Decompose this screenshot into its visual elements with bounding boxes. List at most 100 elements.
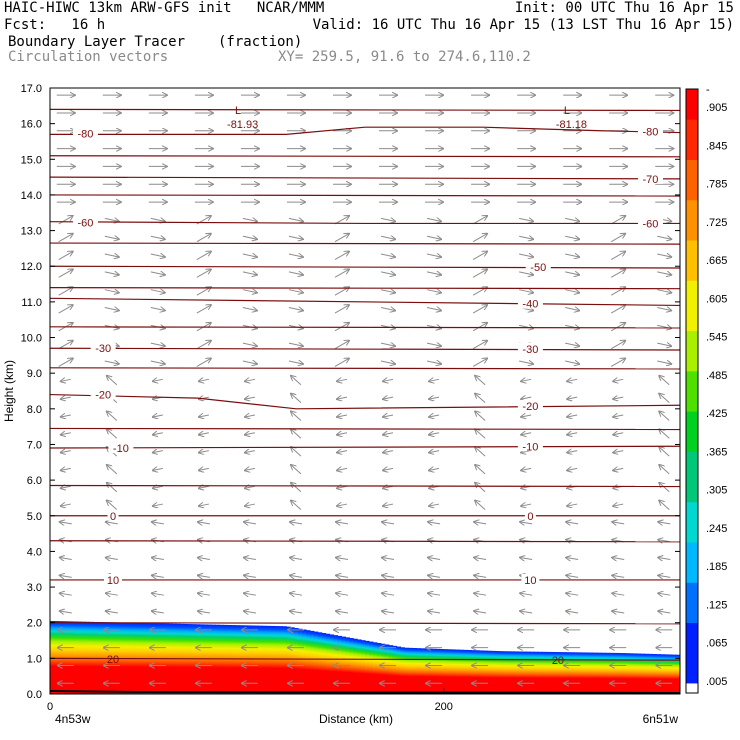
tracer-fill-column <box>365 640 370 694</box>
circulation-vector <box>567 451 578 453</box>
colorbar-cell <box>686 391 698 402</box>
tracer-fill-column <box>349 638 354 694</box>
circulation-vector <box>291 501 302 510</box>
temperature-contour <box>50 347 680 351</box>
circulation-vector <box>567 415 578 417</box>
circulation-vector <box>520 522 533 524</box>
contour-label: -50 <box>530 262 546 274</box>
circulation-vector <box>290 522 303 524</box>
colorbar-cell <box>686 350 698 362</box>
contour-label-bg <box>107 509 119 521</box>
circulation-vector <box>58 287 73 296</box>
tracer-fill-column <box>235 625 240 694</box>
colorbar-cell <box>686 521 698 533</box>
colorbar-cell <box>686 592 698 603</box>
colorbar-cell <box>686 159 698 171</box>
circulation-vector <box>245 486 256 488</box>
tracer-fill-column <box>408 647 413 694</box>
colorbar-cell <box>686 562 698 573</box>
circulation-vector <box>106 611 118 613</box>
circulation-vector <box>659 376 670 386</box>
circulation-vector <box>198 558 210 560</box>
circulation-vector <box>383 451 394 453</box>
circulation-vector <box>199 451 209 453</box>
circulation-vector <box>61 397 71 399</box>
tracer-fill-column <box>522 651 528 694</box>
circulation-vector <box>336 575 349 577</box>
tracer-fill-column <box>451 649 457 694</box>
colorbar-label: .425 <box>706 408 727 420</box>
circulation-vector <box>290 558 303 560</box>
y-tick-label: 4.0 <box>27 546 42 558</box>
tracer-fill-column <box>443 649 449 694</box>
circulation-vector <box>565 290 579 293</box>
tracer-fill-column <box>337 635 342 694</box>
circulation-vector <box>658 575 671 577</box>
circulation-vector <box>106 522 118 524</box>
circulation-vector <box>196 287 211 296</box>
circulation-vector <box>658 611 671 613</box>
circulation-vector <box>242 272 257 275</box>
tracer-fill-column <box>605 652 610 694</box>
tracer-fill-column <box>321 633 327 694</box>
header-forecast-hour: Fcst: 16 h <box>4 17 106 33</box>
circulation-vector <box>380 290 395 293</box>
tracer-fill-column <box>479 650 484 694</box>
circulation-vector <box>612 611 625 613</box>
circulation-vector <box>153 379 163 381</box>
circulation-vector <box>244 611 256 613</box>
circulation-vector <box>429 397 440 399</box>
circulation-vector <box>245 504 256 506</box>
tracer-fill-column <box>290 627 295 694</box>
circulation-vector <box>429 468 440 470</box>
tracer-fill-column <box>73 621 79 694</box>
circulation-vector <box>567 397 578 399</box>
colorbar-cell <box>686 431 698 442</box>
circulation-vector <box>521 468 532 470</box>
contour-label-bg <box>637 217 663 229</box>
tracer-fill-column <box>357 639 362 694</box>
tracer-fill-column <box>577 652 583 694</box>
colorbar-cell <box>686 280 698 291</box>
colorbar-cell <box>686 270 698 281</box>
circulation-vector <box>657 290 671 293</box>
circulation-vector <box>150 343 165 346</box>
tracer-fill-column <box>262 625 268 694</box>
circulation-vector <box>242 290 257 293</box>
circulation-vector <box>429 504 440 506</box>
tracer-fill-column <box>317 632 323 694</box>
y-tick-label: 17.0 <box>21 83 42 95</box>
circulation-vector <box>152 558 164 560</box>
colorbar-cell <box>686 572 698 583</box>
contour-label: -30 <box>522 344 538 356</box>
circulation-vector <box>658 558 671 560</box>
circulation-vector <box>58 269 73 278</box>
circulation-vector <box>334 358 349 367</box>
tracer-fill-column <box>278 626 283 694</box>
tracer-fill-column <box>412 648 417 694</box>
temperature-contour <box>50 176 680 180</box>
colorbar-cell <box>686 169 698 181</box>
circulation-vector <box>337 468 348 470</box>
tracer-fill-column <box>534 651 539 694</box>
circulation-vector <box>475 411 486 421</box>
circulation-vector <box>659 394 670 404</box>
colorbar-label: .365 <box>706 446 727 458</box>
plot-frame <box>49 87 681 695</box>
field-name: Boundary Layer Tracer <box>8 34 186 50</box>
circulation-vector <box>382 575 395 577</box>
circulation-vector <box>566 558 579 560</box>
tracer-fill-column <box>585 652 591 694</box>
circulation-vector <box>291 376 302 386</box>
tracer-fill-column <box>601 652 606 694</box>
colorbar-label: .005 <box>706 676 727 688</box>
circulation-vector <box>153 451 163 453</box>
circulation-vector <box>475 447 486 457</box>
circulation-vector <box>380 272 395 275</box>
circulation-vector <box>566 522 579 524</box>
circulation-vector <box>334 216 349 225</box>
tracer-fill-column <box>313 631 319 694</box>
colorbar-cell <box>686 380 698 392</box>
circulation-vector <box>521 504 532 506</box>
